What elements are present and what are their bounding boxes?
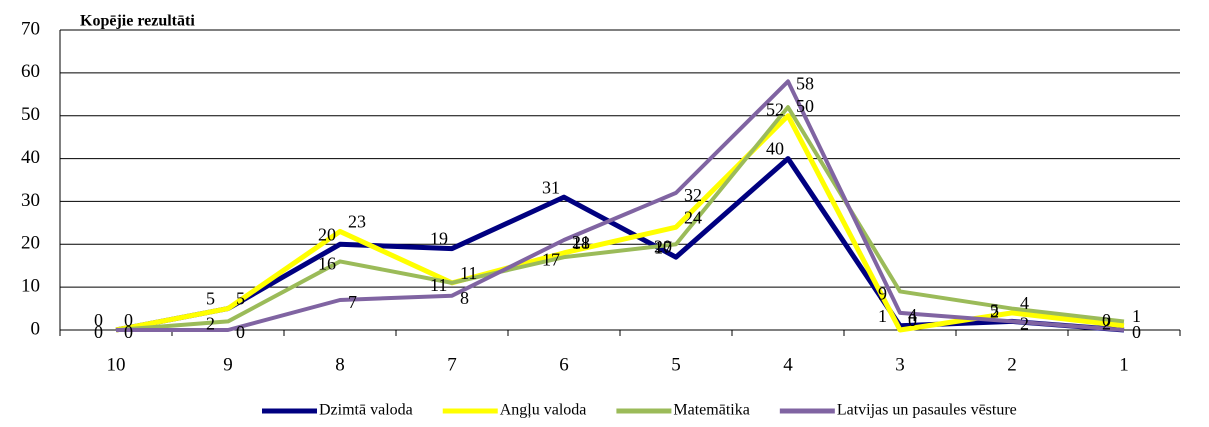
x-tick-label: 7: [447, 354, 457, 375]
data-label: 2: [1020, 314, 1029, 334]
data-label: 5: [990, 301, 999, 321]
y-tick-label: 30: [21, 190, 40, 211]
y-tick-label: 40: [21, 147, 40, 168]
data-label: 1: [1132, 306, 1141, 326]
legend-label: Latvijas un pasaules vēsture: [837, 402, 1017, 419]
data-label: 4: [908, 305, 917, 325]
x-tick-label: 8: [335, 354, 345, 375]
data-label: 5: [206, 289, 215, 309]
y-tick-label: 50: [21, 104, 40, 125]
chart-title: Kopējie rezultāti: [80, 13, 195, 30]
data-label: 16: [318, 254, 336, 274]
data-label: 0: [908, 310, 917, 330]
series-line: [115, 105, 1125, 332]
data-label: 8: [460, 288, 469, 308]
data-label: 31: [542, 177, 560, 197]
data-label: 11: [430, 275, 447, 295]
y-tick-label: 70: [21, 18, 40, 39]
data-label: 9: [878, 284, 887, 304]
data-label: 2: [990, 302, 999, 322]
data-label: 0: [236, 322, 245, 342]
data-label: 20: [318, 224, 336, 244]
data-label: 0: [124, 310, 133, 330]
x-tick-label: 4: [783, 354, 793, 375]
series-line: [115, 113, 1125, 333]
x-tick-label: 1: [1119, 354, 1129, 375]
data-label: 5: [236, 289, 245, 309]
x-tick-label: 3: [895, 354, 905, 375]
x-tick-label: 9: [223, 354, 233, 375]
data-label: 7: [348, 292, 357, 312]
data-label: 20: [654, 236, 672, 256]
data-label: 2: [206, 314, 215, 334]
legend-item: Dzimtā valoda: [262, 402, 413, 419]
data-label: 52: [766, 99, 784, 119]
data-label: 17: [654, 237, 672, 257]
data-label: 17: [542, 249, 560, 269]
y-tick-label: 20: [21, 233, 40, 254]
y-tick-label: 60: [21, 61, 40, 82]
data-label: 50: [796, 96, 814, 116]
y-tick-label: 0: [31, 318, 41, 339]
data-label: 40: [766, 139, 784, 159]
legend-label: Matemātika: [673, 402, 749, 419]
legend-item: Latvijas un pasaules vēsture: [779, 402, 1017, 419]
data-label: 2: [1102, 314, 1111, 334]
data-label: 18: [572, 233, 590, 253]
x-tick-label: 6: [559, 354, 569, 375]
legend-label: Dzimtā valoda: [319, 402, 413, 419]
data-label: 4: [1020, 293, 1029, 313]
y-tick-label: 10: [21, 276, 40, 297]
data-label: 0: [94, 322, 103, 342]
x-tick-label: 5: [671, 354, 681, 375]
data-label: 23: [348, 212, 366, 232]
data-label: 19: [430, 229, 448, 249]
data-label: 0: [94, 310, 103, 330]
legend-item: Matemātika: [616, 402, 750, 419]
data-label: 1: [878, 306, 887, 326]
legend-item: Angļu valoda: [442, 402, 587, 419]
x-tick-label: 10: [107, 354, 126, 375]
data-label: 24: [684, 207, 702, 227]
series-line: [116, 79, 1125, 332]
data-label: 0: [124, 322, 133, 342]
legend-label: Angļu valoda: [500, 402, 587, 419]
data-label: 21: [572, 232, 590, 252]
data-label: 0: [1102, 310, 1111, 330]
data-label: 32: [684, 185, 702, 205]
x-tick-label: 2: [1007, 354, 1017, 375]
data-label: 58: [796, 74, 814, 94]
data-label: 11: [460, 263, 477, 283]
data-label: 0: [1132, 322, 1141, 342]
